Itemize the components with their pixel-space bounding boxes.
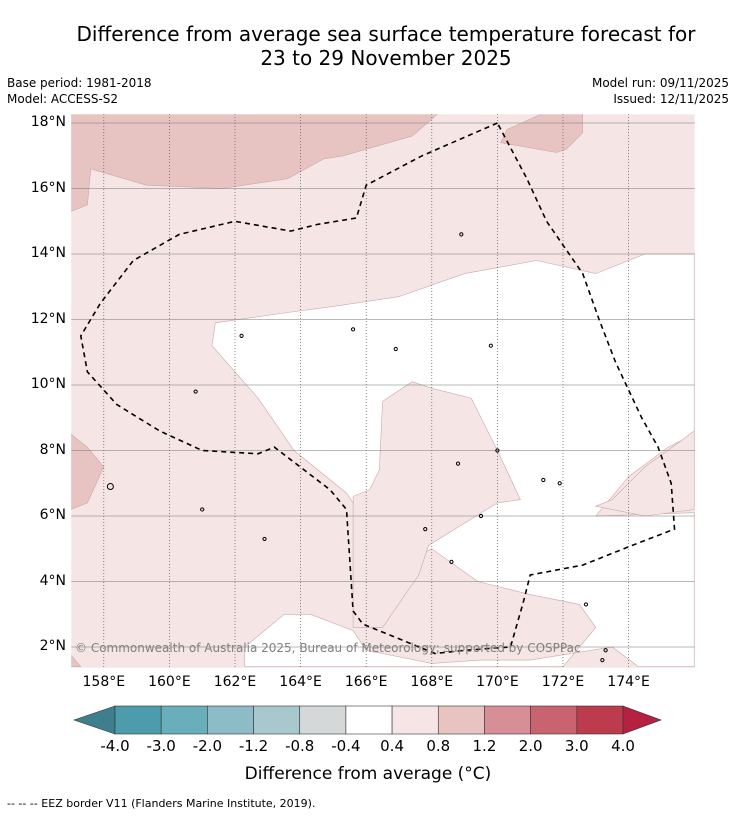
island-marker-5 — [495, 448, 500, 453]
island-marker-10 — [600, 658, 605, 663]
colorbar-tick-label: -4.0 — [100, 737, 130, 755]
lat-tick-label: 10°N — [30, 376, 66, 392]
island-marker-18 — [200, 507, 205, 512]
island-marker-6 — [541, 477, 546, 483]
island-marker-15 — [239, 333, 244, 338]
colorbar-tick-label: -0.4 — [331, 737, 361, 755]
lon-tick-label: 166°E — [344, 674, 388, 690]
colorbar-swatch-5 — [345, 705, 393, 735]
anomaly-region-3 — [71, 654, 82, 668]
lat-tick-label: 2°N — [39, 638, 66, 654]
colorbar-swatch-8 — [484, 705, 531, 735]
colorbar-tick-label: 2.0 — [518, 737, 543, 755]
island-marker-8 — [583, 602, 589, 607]
colorbar-tick-label: -1.2 — [238, 737, 269, 755]
colorbar-swatch-1 — [160, 705, 208, 735]
model-text: Model: ACCESS-S2 — [7, 92, 119, 106]
island-marker-3 — [488, 343, 493, 348]
lat-tick-label: 12°N — [30, 310, 66, 327]
plot-frame — [70, 113, 696, 669]
anomaly-region-0 — [71, 114, 438, 212]
lat-tick-label: 16°N — [30, 179, 66, 196]
colorbar-tick-label: -3.0 — [146, 737, 176, 755]
anomaly-region-6 — [594, 430, 695, 517]
anomaly-region-1 — [500, 114, 584, 153]
lat-tick-label: 18°N — [30, 114, 66, 130]
colorbar-swatch-7 — [437, 705, 485, 735]
lon-tick-label: 172°E — [541, 674, 585, 690]
colorbar-swatch-9 — [530, 705, 578, 735]
colorbar-tick-label: -2.0 — [192, 737, 222, 755]
anomaly-region-2 — [71, 433, 105, 510]
colorbar-swatch-4 — [299, 705, 347, 735]
colorbar-tick-label: 1.2 — [472, 737, 497, 755]
colorbar-swatch-6 — [391, 705, 439, 735]
colorbar-swatch-2 — [207, 705, 254, 735]
lon-tick-label: 174°E — [607, 674, 650, 690]
island-marker-4 — [455, 461, 461, 466]
colorbar-tick-label: 4.0 — [611, 737, 635, 755]
lon-tick-label: 170°E — [476, 674, 519, 690]
island-marker-17 — [459, 232, 464, 237]
colorbar-tick-label: -0.8 — [285, 737, 315, 755]
meta-left: Base period: 1981-2018 Model: ACCESS-S2 — [7, 75, 152, 107]
colorbar-swatch-10 — [576, 705, 624, 735]
island-marker-1 — [262, 536, 267, 542]
island-marker-7 — [557, 481, 562, 486]
lat-tick-label: 8°N — [39, 441, 66, 458]
eez-border-line — [79, 122, 676, 655]
colorbar-swatch-3 — [253, 705, 301, 735]
island-marker-16 — [350, 327, 356, 332]
colorbar-swatch-0 — [114, 705, 162, 735]
colorbar-tick-label: 0.8 — [426, 737, 451, 755]
lon-tick-label: 168°E — [410, 674, 454, 690]
lat-tick-label: 4°N — [39, 572, 66, 589]
chart-title: Difference from average sea surface temp… — [0, 22, 736, 70]
island-marker-12 — [449, 559, 454, 564]
colorbar — [73, 705, 662, 735]
colorbar-tick-label: 0.4 — [380, 737, 404, 755]
base-period-text: Base period: 1981-2018 — [7, 76, 152, 90]
island-marker-0 — [106, 483, 114, 491]
anomaly-region-5 — [352, 381, 521, 628]
meta-right: Model run: 09/11/2025 Issued: 12/11/2025 — [592, 75, 729, 107]
colorbar-tick-label: 3.0 — [564, 737, 589, 755]
island-marker-13 — [478, 513, 484, 519]
model-run-text: Model run: 09/11/2025 — [591, 76, 729, 90]
lat-tick-label: 6°N — [39, 507, 66, 523]
colorbar-underflow-triangle — [73, 705, 116, 735]
lon-tick-label: 160°E — [148, 674, 191, 690]
eez-legend-footnote: -- -- -- EEZ border V11 (Flanders Marine… — [7, 797, 316, 810]
island-marker-14 — [193, 389, 198, 394]
island-marker-11 — [423, 527, 428, 532]
issued-text: Issued: 12/11/2025 — [613, 92, 729, 106]
lat-tick-label: 14°N — [30, 245, 66, 261]
map-area — [71, 114, 695, 668]
lon-tick-label: 162°E — [213, 674, 257, 690]
island-marker-9 — [603, 648, 608, 653]
island-marker-2 — [393, 346, 398, 352]
colorbar-overflow-triangle — [622, 705, 662, 735]
lon-tick-label: 164°E — [279, 674, 322, 690]
copyright-text: © Commonwealth of Australia 2025, Bureau… — [75, 641, 581, 655]
lon-tick-label: 158°E — [82, 674, 126, 690]
colorbar-title: Difference from average (°C) — [244, 764, 492, 784]
chart-title-line-2: 23 to 29 November 2025 — [260, 46, 512, 70]
chart-title-line-1: Difference from average sea surface temp… — [76, 22, 696, 46]
